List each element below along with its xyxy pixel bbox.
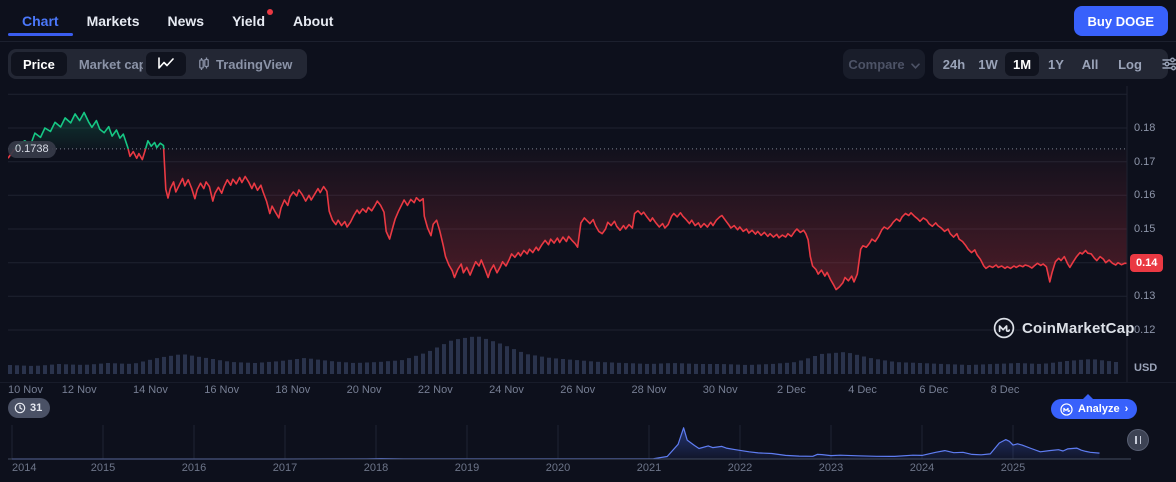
x-axis-divider	[0, 382, 1176, 383]
price-chart-canvas[interactable]	[8, 86, 1128, 382]
coinmarketcap-logo-icon	[993, 317, 1015, 339]
x-axis-label: 22 Nov	[417, 384, 453, 396]
metric-option-market-cap[interactable]: Market cap	[78, 56, 147, 72]
coinmarketcap-watermark: CoinMarketCap	[993, 317, 1135, 339]
tab-label: Markets	[86, 12, 140, 29]
unit-label: USD	[1134, 362, 1158, 374]
metric-toggle-group: Price Market cap	[8, 49, 162, 79]
clock-icon	[14, 402, 26, 414]
tab-yield[interactable]: Yield	[218, 0, 279, 41]
x-axis-label: 20 Nov	[346, 384, 382, 396]
buy-doge-button[interactable]: Buy DOGE	[1073, 6, 1168, 36]
compare-button[interactable]: Compare	[843, 49, 925, 79]
tradingview-type-button[interactable]: TradingView	[186, 52, 304, 76]
x-axis-label: 6 Dec	[919, 384, 949, 396]
y-axis-label: 0.15	[1134, 223, 1156, 235]
watermark-text: CoinMarketCap	[1022, 319, 1135, 337]
x-axis-label: 14 Nov	[132, 384, 168, 396]
year-label: 2015	[90, 462, 116, 474]
metric-option-price[interactable]: Price	[11, 52, 67, 76]
analyze-button[interactable]: Analyze ›	[1051, 394, 1138, 419]
tab-markets[interactable]: Markets	[73, 0, 154, 41]
current-price-badge: 0.14	[1130, 253, 1164, 272]
year-label: 2021	[636, 462, 662, 474]
year-label: 2022	[727, 462, 753, 474]
new-badge-dot	[267, 9, 273, 15]
timeline-brush-chart[interactable]: 2014 2015 2016 2017 2018 2019 2020 2021 2022 2023…	[0, 422, 1176, 482]
nav-tabs: Chart Markets News Yield About	[0, 0, 347, 41]
y-axis-label: 0.18	[1134, 122, 1156, 134]
year-label: 2018	[363, 462, 389, 474]
year-label: 2023	[818, 462, 844, 474]
x-axis-label: 4 Dec	[848, 384, 877, 396]
y-axis-label: 0.12	[1134, 324, 1156, 336]
tab-label: Chart	[22, 12, 59, 29]
chevron-right-icon: ›	[1124, 403, 1129, 415]
tab-label: News	[167, 12, 205, 29]
history-count: 31	[30, 402, 43, 414]
year-label: 2019	[454, 462, 480, 474]
tab-chart[interactable]: Chart	[8, 0, 73, 41]
tab-about[interactable]: About	[279, 0, 347, 41]
range-1y[interactable]: 1Y	[1048, 56, 1064, 72]
x-axis-label: 18 Nov	[275, 384, 311, 396]
analyze-label: Analyze	[1078, 403, 1120, 415]
main-price-chart[interactable]: 0.1738 0.14 CoinMarketCap USD 0.18 0.17 0.…	[0, 86, 1176, 396]
candlestick-icon	[198, 57, 210, 71]
chart-settings-button[interactable]	[1153, 52, 1176, 76]
year-label: 2025	[1000, 462, 1026, 474]
timeline-canvas[interactable]	[0, 422, 1176, 462]
chart-footer: 31 Analyze ›	[0, 394, 1176, 421]
range-1m[interactable]: 1M	[1005, 52, 1039, 76]
tab-news[interactable]: News	[153, 0, 218, 41]
x-axis-label: 16 Nov	[204, 384, 240, 396]
reference-price-pill: 0.1738	[8, 140, 56, 158]
chevron-down-icon	[910, 57, 920, 72]
year-label: 2020	[545, 462, 571, 474]
compare-label: Compare	[848, 56, 905, 72]
x-axis-label: 12 Nov	[61, 384, 97, 396]
tab-label: Yield	[232, 12, 265, 29]
line-chart-type-button[interactable]	[146, 52, 186, 76]
sliders-icon	[1162, 57, 1176, 71]
tradingview-label: TradingView	[216, 56, 293, 72]
top-nav: Chart Markets News Yield About Buy DOGE	[0, 0, 1176, 42]
history-count-pill[interactable]: 31	[8, 398, 51, 418]
x-axis-label: 10 Nov	[8, 384, 43, 396]
range-selector-group: 24h 1W 1M 1Y All Log	[933, 49, 1176, 79]
range-24h[interactable]: 24h	[942, 56, 966, 72]
x-axis-label: 8 Dec	[990, 384, 1020, 396]
chart-type-group: TradingView	[143, 49, 308, 79]
x-axis-label: 26 Nov	[560, 384, 596, 396]
range-1w[interactable]: 1W	[978, 56, 998, 72]
y-axis-label: 0.13	[1134, 290, 1156, 303]
year-label: 2016	[181, 462, 207, 474]
coinmarketcap-mini-logo-icon	[1060, 402, 1073, 416]
y-axis-label: 0.17	[1134, 155, 1156, 168]
line-chart-icon	[158, 56, 174, 73]
x-axis-label: 2 Dec	[776, 384, 806, 396]
x-axis-label: 30 Nov	[702, 384, 738, 396]
year-label: 2017	[272, 462, 298, 474]
brush-handle[interactable]	[1127, 429, 1149, 451]
y-axis-label: 0.16	[1134, 189, 1156, 202]
range-all[interactable]: All	[1081, 56, 1099, 72]
year-label: 2014	[12, 462, 37, 474]
x-axis-label: 28 Nov	[631, 384, 667, 396]
log-scale-button[interactable]: Log	[1118, 56, 1142, 72]
x-axis-label: 24 Nov	[489, 384, 524, 396]
year-label: 2024	[909, 462, 935, 474]
chart-toolbar: Price Market cap TradingView Compare 24h 1…	[0, 43, 1176, 86]
tab-label: About	[293, 12, 334, 29]
